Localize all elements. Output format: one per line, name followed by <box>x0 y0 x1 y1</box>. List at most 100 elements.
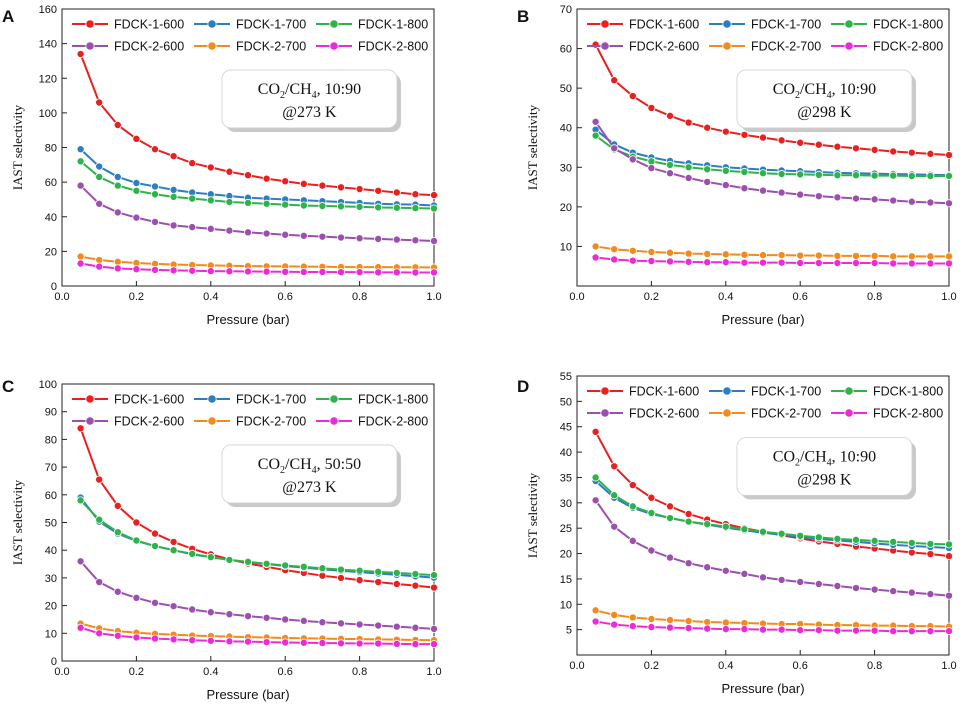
data-point <box>926 539 935 548</box>
data-point <box>647 103 656 112</box>
data-point <box>374 268 383 277</box>
data-point <box>429 236 438 245</box>
series-FDCK-2-600 <box>76 181 438 245</box>
data-point <box>666 248 675 257</box>
series-FDCK-2-700 <box>591 606 954 631</box>
data-point <box>76 145 85 154</box>
data-point <box>95 199 104 208</box>
data-point <box>392 235 401 244</box>
data-point <box>113 257 122 266</box>
data-point <box>684 517 693 526</box>
data-point <box>374 621 383 630</box>
legend-item: FDCK-2-800 <box>316 40 428 54</box>
annotation-gas-ratio: CO2/CH4, 10:90 <box>773 81 876 101</box>
data-point <box>889 587 898 596</box>
data-point <box>945 252 954 261</box>
data-point <box>76 157 85 166</box>
x-tick-label: 0.0 <box>569 660 584 672</box>
data-point <box>628 92 637 101</box>
y-tick-label: 25 <box>560 523 572 535</box>
data-point <box>262 613 271 622</box>
y-tick-label: 45 <box>560 422 572 434</box>
data-point <box>336 233 345 242</box>
data-point <box>411 268 420 277</box>
data-point <box>299 638 308 647</box>
data-point <box>132 134 141 143</box>
data-point <box>169 546 178 555</box>
data-point <box>591 253 600 262</box>
data-point <box>169 192 178 201</box>
y-tick-label: 50 <box>560 396 572 408</box>
x-tick-label: 1.0 <box>426 291 441 303</box>
x-tick-label: 0.4 <box>203 291 218 303</box>
data-point <box>243 228 252 237</box>
data-point <box>591 40 600 49</box>
data-point <box>113 120 122 129</box>
data-point <box>740 168 749 177</box>
data-point <box>666 615 675 624</box>
data-point <box>188 266 197 275</box>
data-point <box>684 173 693 182</box>
data-point <box>833 171 842 180</box>
data-point <box>76 623 85 632</box>
condition-annotation: CO2/CH4, 50:50 @273 K <box>221 444 401 507</box>
data-point <box>113 172 122 181</box>
y-axis-title: IAST selectivity <box>525 472 540 558</box>
x-tick-label: 0.2 <box>129 666 144 678</box>
data-point <box>740 258 749 267</box>
data-point <box>610 76 619 85</box>
data-point <box>684 257 693 266</box>
data-point <box>814 533 823 542</box>
data-point <box>647 493 656 502</box>
data-point <box>188 159 197 168</box>
y-tick-label: 20 <box>560 202 572 214</box>
data-point <box>796 190 805 199</box>
data-point <box>628 502 637 511</box>
y-tick-label: 10 <box>560 241 572 253</box>
panel-label: C <box>2 377 14 396</box>
data-point <box>777 575 786 584</box>
y-axis-title: IAST selectivity <box>10 479 25 565</box>
data-point <box>907 588 916 597</box>
y-tick-label: 100 <box>39 379 57 391</box>
x-tick-label: 1.0 <box>941 660 956 672</box>
data-point <box>76 259 85 268</box>
y-tick-label: 120 <box>39 73 57 85</box>
data-point <box>833 259 842 268</box>
data-point <box>299 179 308 188</box>
data-point <box>926 259 935 268</box>
data-point <box>188 605 197 614</box>
annotation-temperature: @273 K <box>282 479 337 496</box>
data-point <box>206 608 215 617</box>
data-point <box>870 585 879 594</box>
data-point <box>169 602 178 611</box>
data-point <box>132 265 141 274</box>
data-point <box>945 171 954 180</box>
legend-marker <box>722 386 732 396</box>
data-point <box>374 234 383 243</box>
series-FDCK-1-600 <box>591 40 954 160</box>
data-point <box>169 266 178 275</box>
data-point <box>591 131 600 140</box>
legend-item: FDCK-1-700 <box>194 393 306 407</box>
data-point <box>318 232 327 241</box>
legend-item: FDCK-2-800 <box>831 407 943 421</box>
data-point <box>852 259 861 268</box>
data-point <box>243 171 252 180</box>
data-point <box>169 185 178 194</box>
data-point <box>132 518 141 527</box>
data-point <box>907 252 916 261</box>
y-axis-title: IAST selectivity <box>525 104 540 190</box>
data-point <box>703 165 712 174</box>
data-point <box>169 152 178 161</box>
data-point <box>926 252 935 261</box>
data-point <box>740 569 749 578</box>
data-point <box>150 182 159 191</box>
y-tick-label: 20 <box>560 549 572 561</box>
legend-item: FDCK-1-800 <box>831 18 943 32</box>
legend-marker <box>600 19 610 29</box>
data-point <box>374 186 383 195</box>
legend-item: FDCK-2-600 <box>587 40 699 54</box>
data-point <box>95 515 104 524</box>
legend: FDCK-1-600 FDCK-1-700 FDCK-1-800 FDCK-2-600… <box>587 385 943 421</box>
